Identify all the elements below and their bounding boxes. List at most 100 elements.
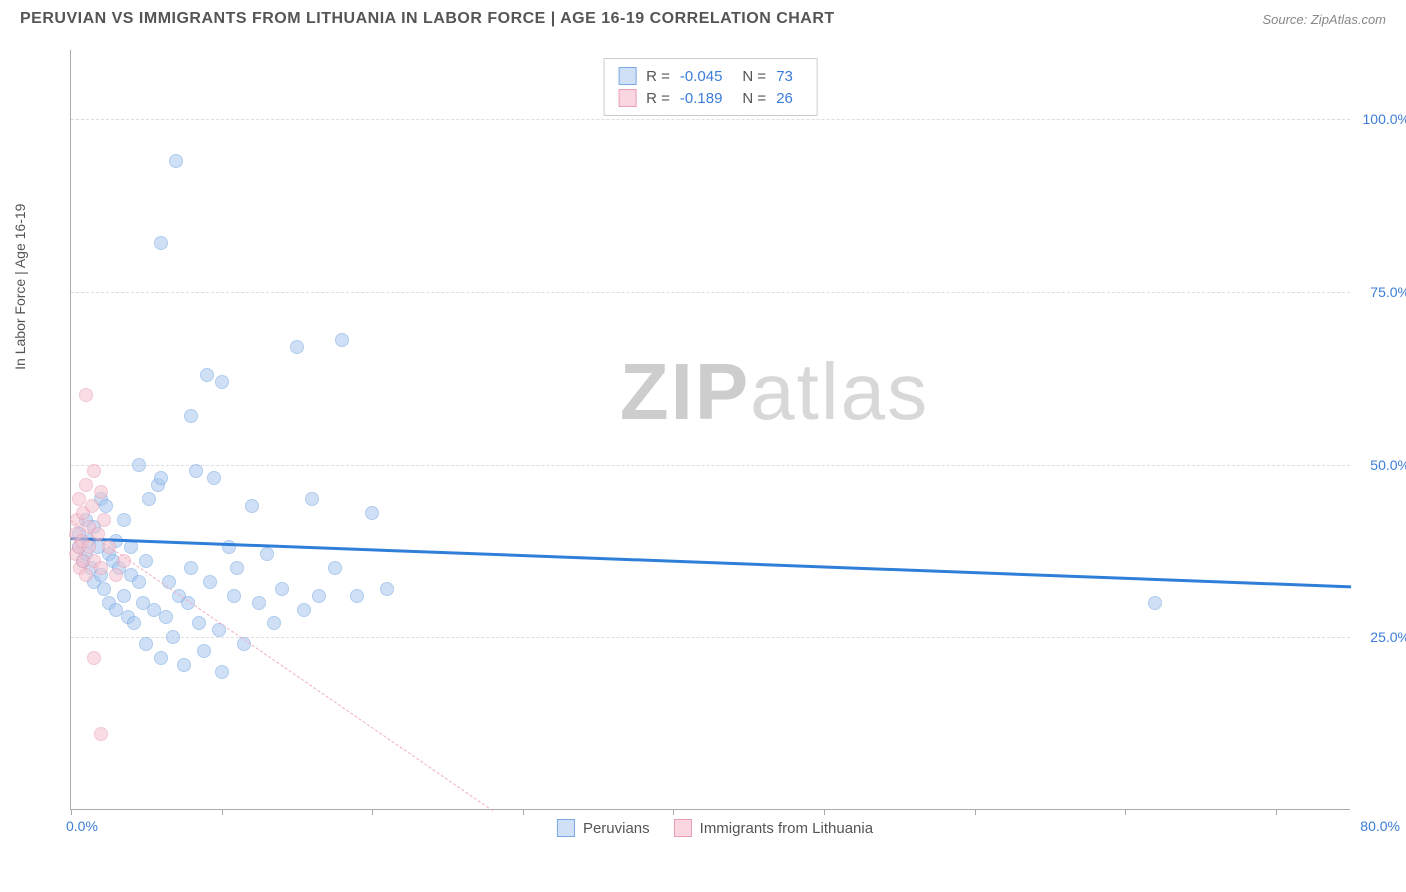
data-point (200, 368, 214, 382)
data-point (127, 616, 141, 630)
data-point (260, 547, 274, 561)
x-tick (673, 809, 674, 815)
data-point (82, 540, 96, 554)
y-tick-label: 25.0% (1370, 629, 1406, 645)
data-point (154, 236, 168, 250)
x-tick (222, 809, 223, 815)
data-point (94, 485, 108, 499)
bottom-legend: Peruvians Immigrants from Lithuania (557, 816, 873, 840)
data-point (124, 540, 138, 554)
legend-label: Peruvians (583, 820, 650, 837)
data-point (79, 478, 93, 492)
data-point (142, 492, 156, 506)
chart-container: In Labor Force | Age 16-19 ZIPatlas R = … (50, 50, 1380, 840)
y-tick-label: 50.0% (1370, 457, 1406, 473)
x-tick (71, 809, 72, 815)
stat-n-label: N = (742, 68, 766, 85)
data-point (177, 658, 191, 672)
data-point (132, 458, 146, 472)
stat-r-label: R = (646, 90, 670, 107)
data-point (380, 582, 394, 596)
data-point (267, 616, 281, 630)
data-point (192, 616, 206, 630)
data-point (72, 492, 86, 506)
data-point (230, 561, 244, 575)
data-point (159, 610, 173, 624)
data-point (305, 492, 319, 506)
data-point (117, 513, 131, 527)
legend-swatch (618, 67, 636, 85)
data-point (79, 568, 93, 582)
x-tick (824, 809, 825, 815)
legend-item: Peruvians (557, 819, 650, 837)
stats-row: R = -0.189 N = 26 (618, 87, 803, 109)
stat-n-label: N = (742, 90, 766, 107)
data-point (350, 589, 364, 603)
data-point (215, 665, 229, 679)
stat-n-value: 26 (776, 90, 793, 107)
data-point (245, 499, 259, 513)
data-point (184, 409, 198, 423)
data-point (227, 589, 241, 603)
data-point (365, 506, 379, 520)
data-point (166, 630, 180, 644)
stat-r-label: R = (646, 68, 670, 85)
legend-swatch (618, 89, 636, 107)
stat-r-value: -0.189 (680, 90, 723, 107)
data-point (109, 568, 123, 582)
legend-label: Immigrants from Lithuania (700, 820, 873, 837)
data-point (99, 499, 113, 513)
x-tick (975, 809, 976, 815)
data-point (154, 651, 168, 665)
data-point (297, 603, 311, 617)
data-point (154, 471, 168, 485)
data-point (87, 464, 101, 478)
x-tick-label: 80.0% (1360, 818, 1400, 834)
data-point (335, 333, 349, 347)
trend-line (71, 520, 493, 811)
stat-n-value: 73 (776, 68, 793, 85)
y-axis-label: In Labor Force | Age 16-19 (12, 204, 28, 370)
data-point (203, 575, 217, 589)
x-tick (523, 809, 524, 815)
data-point (197, 644, 211, 658)
data-point (85, 499, 99, 513)
x-tick (372, 809, 373, 815)
stats-legend-box: R = -0.045 N = 73 R = -0.189 N = 26 (603, 58, 818, 116)
chart-title: PERUVIAN VS IMMIGRANTS FROM LITHUANIA IN… (20, 10, 835, 28)
data-point (207, 471, 221, 485)
gridline (71, 637, 1350, 638)
data-point (117, 589, 131, 603)
data-point (169, 154, 183, 168)
stat-r-value: -0.045 (680, 68, 723, 85)
data-point (189, 464, 203, 478)
x-tick-label: 0.0% (66, 818, 98, 834)
data-point (275, 582, 289, 596)
watermark: ZIPatlas (620, 346, 929, 438)
data-point (1148, 596, 1162, 610)
data-point (139, 637, 153, 651)
gridline (71, 119, 1350, 120)
data-point (290, 340, 304, 354)
gridline (71, 465, 1350, 466)
stats-row: R = -0.045 N = 73 (618, 65, 803, 87)
trend-line (71, 537, 1351, 588)
data-point (328, 561, 342, 575)
data-point (79, 388, 93, 402)
legend-swatch (674, 819, 692, 837)
y-tick-label: 100.0% (1363, 111, 1406, 127)
data-point (139, 554, 153, 568)
legend-item: Immigrants from Lithuania (674, 819, 873, 837)
x-tick (1276, 809, 1277, 815)
data-point (87, 651, 101, 665)
data-point (184, 561, 198, 575)
data-point (97, 513, 111, 527)
legend-swatch (557, 819, 575, 837)
x-tick (1125, 809, 1126, 815)
y-tick-label: 75.0% (1370, 284, 1406, 300)
data-point (97, 582, 111, 596)
data-point (252, 596, 266, 610)
data-point (132, 575, 146, 589)
data-point (215, 375, 229, 389)
source-attribution: Source: ZipAtlas.com (1262, 12, 1386, 27)
